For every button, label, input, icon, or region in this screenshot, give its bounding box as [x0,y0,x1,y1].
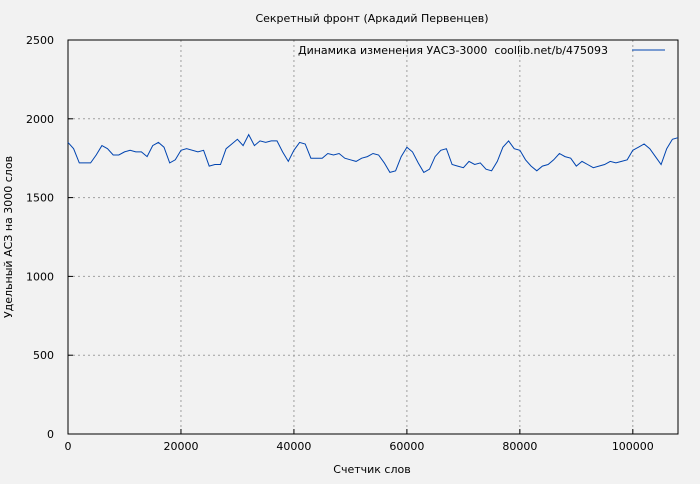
x-tick-label: 60000 [389,440,424,453]
grid [68,40,678,434]
y-tick-label: 2000 [26,113,54,126]
series-lines [67,133,679,174]
x-tick-label: 40000 [276,440,311,453]
x-tick-label: 100000 [612,440,654,453]
legend: Динамика изменения УАСЗ-3000 coollib.net… [298,44,665,57]
y-axis-label: Удельный АСЗ на 3000 слов [2,156,15,318]
y-tick-label: 1000 [26,270,54,283]
y-tick-label: 0 [47,428,54,441]
y-tick-label: 500 [33,349,54,362]
plot-frame [67,39,679,435]
x-tick-label: 0 [65,440,72,453]
x-axis-label: Счетчик слов [333,463,410,476]
legend-label: Динамика изменения УАСЗ-3000 coollib.net… [298,44,608,57]
y-tick-label: 1500 [26,192,54,205]
series-line [67,133,679,174]
chart-title: Секретный фронт (Аркадий Первенцев) [255,12,488,25]
y-tick-label: 2500 [26,34,54,47]
x-tick-label: 80000 [502,440,537,453]
x-tick-label: 20000 [163,440,198,453]
axis-ticks: 0 20000 40000 60000 80000 100000 0 500 1000 1500 2… [26,34,654,453]
